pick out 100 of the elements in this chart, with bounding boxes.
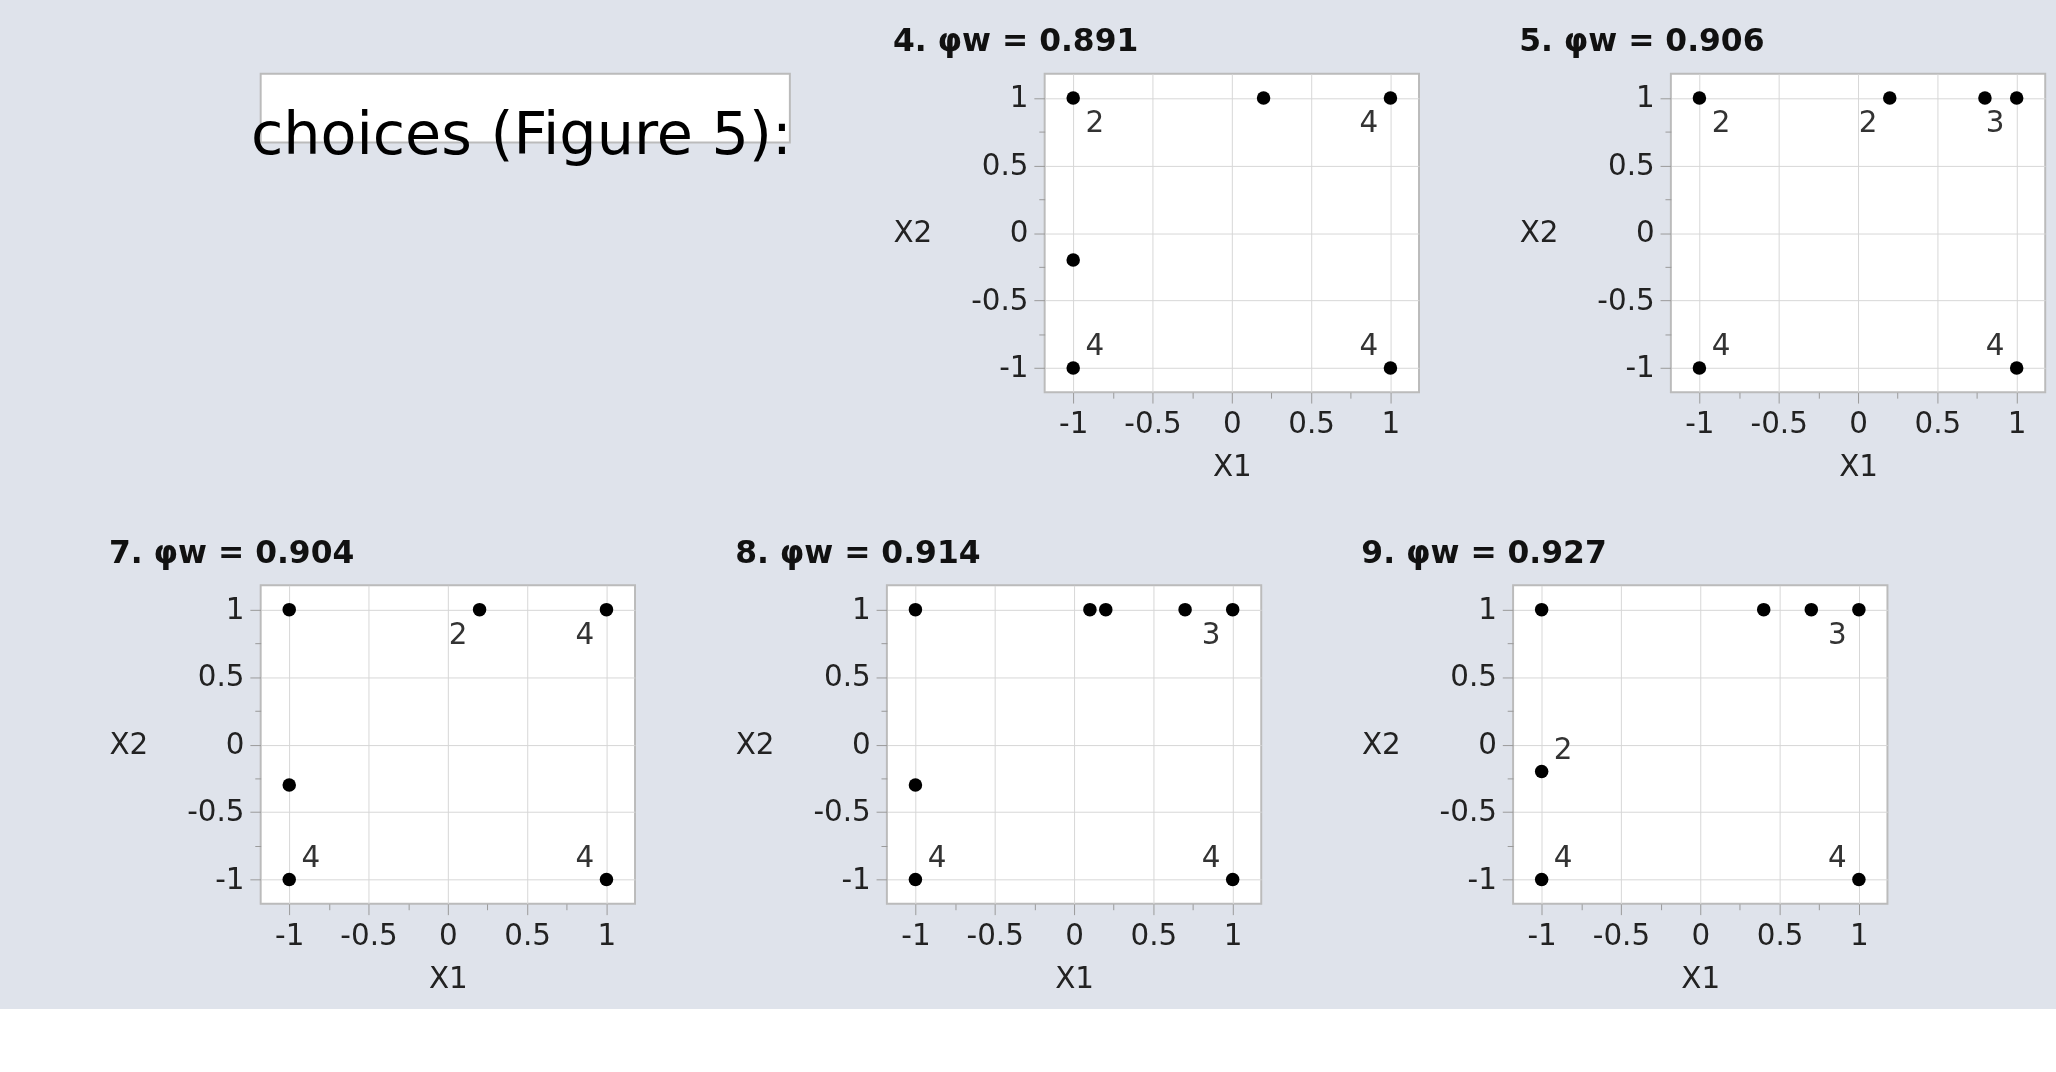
y-tick-label: 0 — [1478, 726, 1497, 761]
annotation: 4 — [301, 839, 321, 874]
y-tick-label: 0.5 — [1607, 147, 1655, 182]
point — [1099, 602, 1113, 617]
y-tick-label: 0 — [1635, 215, 1655, 250]
annotation: 4 — [1827, 839, 1847, 874]
x-tick-label: -1 — [1059, 405, 1089, 440]
x-tick-label: -1 — [275, 917, 305, 952]
y-tick-label: -1 — [1467, 861, 1497, 896]
annotation: 2 — [448, 616, 468, 651]
point — [282, 872, 296, 887]
annotation: 4 — [1985, 328, 2005, 363]
x-tick-label: -1 — [901, 917, 931, 952]
chart-title: 7. φw = 0.904 — [108, 533, 355, 570]
annotation: 4 — [1711, 328, 1731, 363]
point — [1804, 602, 1819, 617]
point — [282, 602, 296, 617]
y-tick-label: -1 — [841, 861, 871, 896]
y-tick-label: -1 — [215, 861, 245, 896]
annotation: 4 — [1085, 328, 1105, 363]
point — [1066, 253, 1080, 267]
x-axis-title: X1 — [1839, 449, 1878, 484]
x-tick-label: -1 — [1685, 405, 1715, 440]
annotation: 4 — [1359, 105, 1379, 140]
x-tick-label: 0 — [1065, 917, 1084, 952]
point — [282, 778, 296, 792]
y-tick-label: -0.5 — [187, 794, 245, 829]
y-axis-title: X2 — [1361, 726, 1401, 761]
annotation: 3 — [1985, 105, 2005, 140]
y-tick-label: 0.5 — [823, 659, 871, 694]
point — [1066, 361, 1080, 375]
chart-title: 9. φw = 0.927 — [1361, 533, 1607, 570]
point — [1225, 872, 1240, 887]
y-axis-title: X2 — [109, 726, 149, 761]
point — [1066, 91, 1080, 105]
x-tick-label: 1 — [1850, 917, 1869, 952]
x-axis-title: X1 — [1212, 449, 1252, 484]
x-axis-title: X1 — [1055, 960, 1094, 995]
point — [1756, 602, 1771, 617]
y-tick-label: 1 — [1478, 591, 1497, 626]
x-tick-label: 1 — [597, 917, 617, 952]
point — [1178, 602, 1192, 617]
text: choices (Figure 5): — [250, 99, 792, 169]
annotation: 2 — [1085, 105, 1105, 140]
y-tick-label: 0 — [1009, 215, 1029, 250]
x-tick-label: -0.5 — [340, 917, 398, 952]
point — [908, 602, 923, 617]
x-tick-label: -0.5 — [1124, 405, 1182, 440]
y-tick-label: 1 — [852, 591, 871, 626]
point — [1256, 91, 1271, 105]
x-tick-label: 0.5 — [1756, 917, 1804, 952]
y-tick-label: -0.5 — [1439, 794, 1497, 829]
y-axis-title: X2 — [1519, 215, 1559, 250]
point — [1534, 764, 1549, 779]
y-tick-label: -1 — [999, 350, 1029, 385]
x-axis-title: X1 — [1681, 960, 1721, 995]
point — [1383, 91, 1398, 105]
x-tick-label: -1 — [1527, 917, 1557, 952]
y-tick-label: -1 — [1625, 350, 1655, 385]
y-tick-label: -0.5 — [813, 794, 871, 829]
y-axis-title: X2 — [735, 726, 775, 761]
x-tick-label: 0.5 — [504, 917, 552, 952]
y-tick-label: 0 — [225, 726, 245, 761]
x-axis-title: X1 — [428, 960, 468, 995]
point — [1534, 602, 1549, 617]
x-tick-label: 0 — [1691, 917, 1711, 952]
y-tick-label: 0 — [852, 726, 871, 761]
annotation: 4 — [575, 839, 595, 874]
chart-title: 5. φw = 0.906 — [1519, 22, 1765, 59]
x-tick-label: -0.5 — [1750, 405, 1808, 440]
x-tick-label: 0.5 — [1288, 405, 1335, 440]
point — [1852, 602, 1866, 617]
x-tick-label: 1 — [1381, 405, 1401, 440]
point — [1225, 602, 1240, 617]
y-axis-title: X2 — [893, 215, 933, 250]
point — [1083, 602, 1097, 617]
y-tick-label: -0.5 — [971, 282, 1029, 317]
point — [1383, 361, 1398, 375]
x-tick-label: 1 — [2007, 405, 2027, 440]
y-tick-label: -0.5 — [1597, 282, 1655, 317]
point — [908, 778, 923, 792]
annotation: 4 — [1201, 839, 1221, 874]
point — [599, 872, 614, 887]
point — [599, 602, 614, 617]
annotation: 2 — [1553, 731, 1573, 766]
point — [472, 602, 487, 617]
x-tick-label: 0.5 — [1130, 917, 1178, 952]
annotation: 3 — [1201, 616, 1221, 651]
chart-title: 4. φw = 0.891 — [892, 22, 1139, 59]
annotation: 2 — [1711, 105, 1731, 140]
point — [908, 872, 923, 887]
y-tick-label: 0.5 — [1450, 659, 1497, 694]
annotation: 4 — [575, 616, 595, 651]
annotation: 4 — [1553, 839, 1573, 874]
chart-title: 8. φw = 0.914 — [735, 533, 981, 570]
point — [1852, 872, 1866, 887]
y-tick-label: 1 — [1009, 80, 1029, 115]
annotation: 4 — [1359, 328, 1379, 363]
x-tick-label: 0 — [1849, 405, 1868, 440]
y-tick-label: 0.5 — [981, 147, 1029, 182]
